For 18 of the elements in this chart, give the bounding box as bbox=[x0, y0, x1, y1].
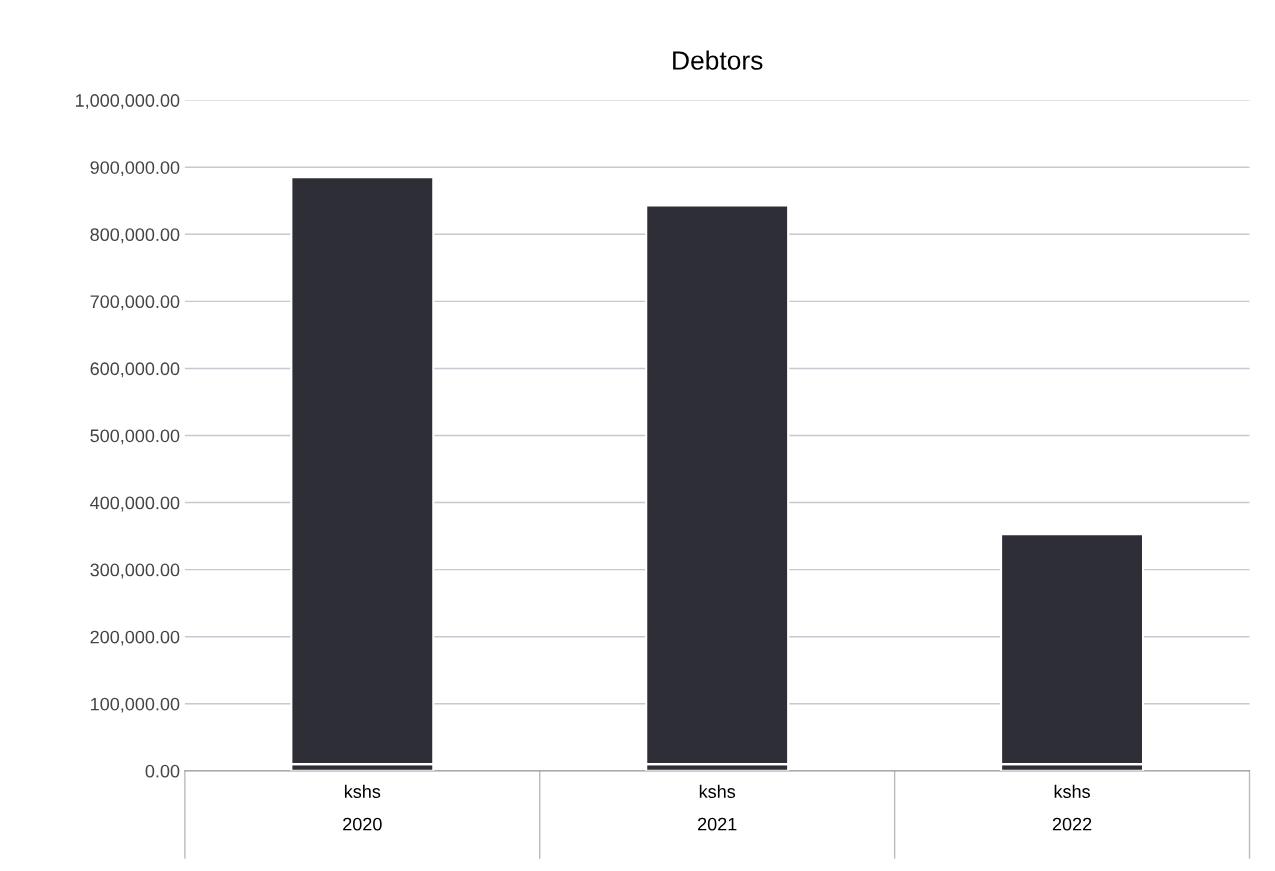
chart-title: Debtors bbox=[673, 50, 763, 70]
y-tick-label: 400,000.00 bbox=[90, 496, 180, 512]
y-tick-label: 100,000.00 bbox=[91, 697, 180, 713]
y-tick-label: 200,000.00 bbox=[90, 630, 180, 646]
bar bbox=[290, 176, 435, 766]
x-tick-label: kshs 2022 bbox=[1052, 784, 1092, 831]
bar bbox=[645, 204, 790, 766]
x-tick-label: kshs 2021 bbox=[698, 784, 737, 831]
x-tick-label: kshs 2020 bbox=[343, 784, 382, 831]
y-tick-label: 1,000,000.00 bbox=[75, 94, 180, 110]
y-tick-label: 500,000.00 bbox=[90, 429, 180, 445]
y-tick-label: 800,000.00 bbox=[90, 228, 180, 244]
y-tick-label: 300,000.00 bbox=[90, 563, 180, 579]
bar bbox=[1000, 533, 1145, 766]
y-tick-label: 600,000.00 bbox=[90, 362, 180, 378]
y-tick-label: 900,000.00 bbox=[90, 161, 180, 177]
y-tick-label: 700,000.00 bbox=[90, 295, 180, 311]
y-tick-label: 0.00 bbox=[145, 764, 180, 778]
